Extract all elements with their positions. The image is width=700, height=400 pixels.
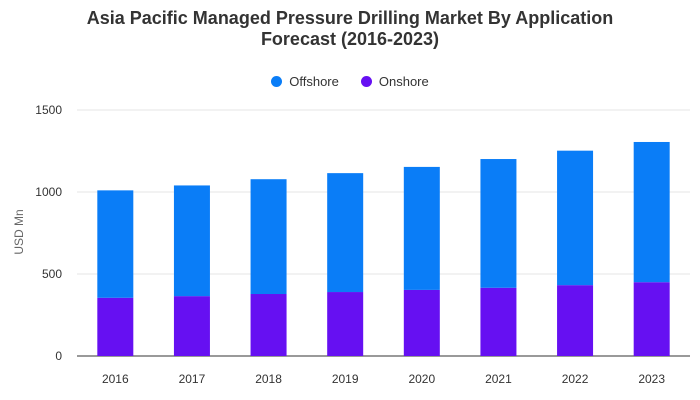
bar-onshore-2018[interactable]	[250, 294, 287, 356]
bar-onshore-2016[interactable]	[97, 297, 134, 356]
legend-item-offshore[interactable]: Offshore	[271, 74, 339, 89]
y-tick-label-1500: 1500	[35, 103, 62, 117]
y-tick-label-0: 0	[55, 349, 62, 363]
bar-onshore-2022[interactable]	[557, 285, 594, 356]
x-tick-label-2016: 2016	[102, 372, 129, 386]
bar-onshore-2020[interactable]	[403, 289, 440, 356]
legend-item-onshore[interactable]: Onshore	[360, 74, 429, 89]
grid-lines	[77, 109, 690, 357]
bar-offshore-2018[interactable]	[250, 179, 287, 295]
chart-title: Asia Pacific Managed Pressure Drilling M…	[0, 8, 700, 50]
bar-offshore-2022[interactable]	[557, 150, 594, 286]
bar-group	[97, 141, 670, 356]
chart-title-line-1: Asia Pacific Managed Pressure Drilling M…	[86, 8, 614, 28]
bar-onshore-2023[interactable]	[633, 282, 670, 356]
x-axis-ticks: 2016 2017 2018 2019 2020 2021 2022 2023	[102, 372, 665, 386]
legend-label-onshore: Onshore	[378, 74, 429, 89]
x-tick-label-2021: 2021	[485, 372, 512, 386]
bar-offshore-2023[interactable]	[633, 141, 670, 283]
bar-onshore-2021[interactable]	[480, 287, 517, 356]
y-tick-label-1000: 1000	[35, 185, 62, 199]
bar-onshore-2017[interactable]	[173, 296, 210, 356]
x-tick-label-2019: 2019	[332, 372, 359, 386]
x-tick-label-2020: 2020	[408, 372, 435, 386]
legend-dot-offshore	[271, 76, 283, 87]
y-tick-label-500: 500	[42, 267, 62, 281]
x-tick-label-2022: 2022	[562, 372, 589, 386]
bar-offshore-2021[interactable]	[480, 159, 517, 288]
bar-offshore-2016[interactable]	[97, 190, 134, 298]
y-axis-ticks: 0 500 1000 1500	[35, 103, 62, 363]
bar-offshore-2019[interactable]	[327, 173, 364, 293]
legend-dot-onshore	[360, 76, 372, 87]
legend-label-offshore: Offshore	[289, 74, 339, 89]
x-tick-label-2017: 2017	[179, 372, 206, 386]
chart-title-line-2: Forecast (2016-2023)	[260, 29, 440, 49]
chart-legend: Offshore Onshore	[0, 74, 700, 89]
bar-onshore-2019[interactable]	[327, 292, 364, 356]
x-tick-label-2018: 2018	[255, 372, 282, 386]
x-tick-label-2023: 2023	[638, 372, 665, 386]
y-axis-label: USD Mn	[12, 209, 26, 254]
bar-offshore-2017[interactable]	[173, 185, 210, 297]
bar-offshore-2020[interactable]	[403, 166, 440, 290]
